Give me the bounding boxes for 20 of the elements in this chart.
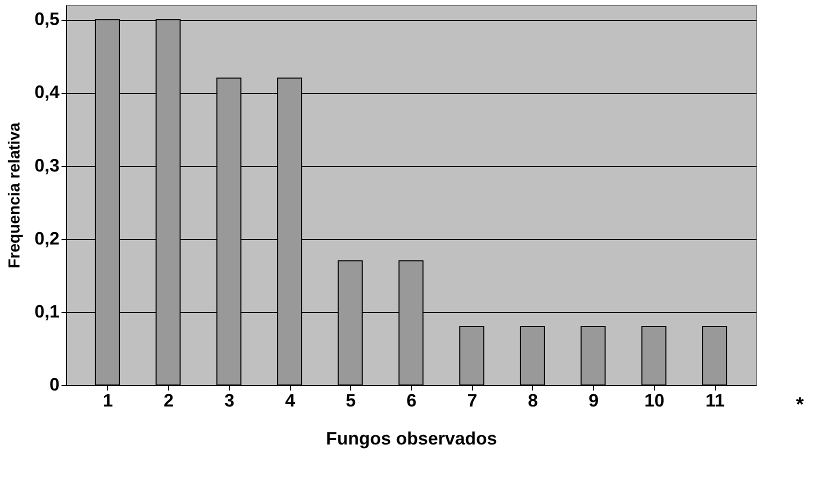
x-tick-label: 9 — [588, 390, 599, 410]
y-tick-label: 0 — [49, 374, 60, 394]
y-tick-label: 0,4 — [34, 82, 60, 102]
y-tick-label: 0,2 — [34, 228, 60, 248]
x-tick-label: 3 — [224, 390, 234, 410]
x-tick-label: 8 — [528, 390, 538, 410]
x-tick-label: 4 — [285, 390, 296, 410]
x-tick-label: 1 — [102, 390, 113, 410]
y-tick-label: 0,3 — [34, 155, 60, 176]
x-tick-label: 2 — [164, 390, 174, 410]
x-tick-label: 5 — [346, 390, 356, 410]
x-tick-label: 6 — [406, 390, 417, 410]
x-tick-label: 10 — [644, 390, 664, 410]
y-axis-title: Frequencia relativa — [6, 122, 24, 268]
x-tick-label: 11 — [706, 390, 725, 410]
x-axis-title: Fungos observados — [326, 428, 498, 448]
y-tick-label: 0,5 — [34, 9, 60, 30]
x-tick-label: 7 — [467, 390, 478, 410]
text: * — [796, 394, 804, 416]
y-tick-label: 0,1 — [34, 301, 60, 322]
